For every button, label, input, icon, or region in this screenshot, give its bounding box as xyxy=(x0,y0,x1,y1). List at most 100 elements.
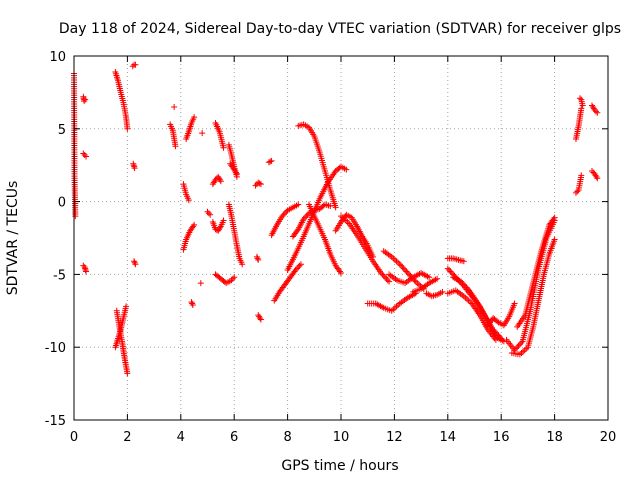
x-tick-label: 6 xyxy=(230,430,238,445)
data-point xyxy=(129,63,136,70)
data-point xyxy=(294,227,301,234)
data-point xyxy=(205,210,212,217)
data-point xyxy=(332,204,339,211)
data-segment xyxy=(572,172,585,196)
data-point xyxy=(131,258,138,265)
grid-lines xyxy=(74,56,608,420)
data-point xyxy=(490,326,497,333)
data-point xyxy=(426,274,433,281)
data-point xyxy=(403,268,410,275)
data-segment xyxy=(252,179,264,189)
data-point xyxy=(81,98,88,105)
data-segment xyxy=(199,130,206,137)
data-point xyxy=(458,278,465,285)
data-segment xyxy=(572,105,585,142)
data-point xyxy=(460,258,467,265)
data-point xyxy=(406,271,413,278)
data-point xyxy=(407,272,414,279)
data-point xyxy=(551,214,558,221)
data-point xyxy=(439,288,446,295)
data-segment xyxy=(484,300,518,329)
data-point xyxy=(572,189,579,196)
data-point xyxy=(398,262,405,269)
data-point xyxy=(338,269,344,276)
data-point xyxy=(257,315,264,322)
data-point xyxy=(217,178,224,185)
data-point xyxy=(576,95,583,102)
data-point xyxy=(574,188,581,195)
x-tick-label: 10 xyxy=(333,430,350,445)
data-point xyxy=(460,281,467,288)
data-segment xyxy=(338,213,393,285)
data-point xyxy=(80,150,87,157)
data-point xyxy=(495,332,502,339)
x-tick-label: 12 xyxy=(386,430,403,445)
data-point xyxy=(131,259,138,266)
x-tick-label: 20 xyxy=(600,430,617,445)
data-segment xyxy=(112,303,130,351)
data-segment xyxy=(209,217,227,234)
data-point xyxy=(190,223,197,230)
data-segment xyxy=(188,299,196,308)
data-segment xyxy=(514,214,558,330)
data-point xyxy=(579,102,586,109)
data-segment xyxy=(131,258,139,268)
y-tick-label: 0 xyxy=(58,196,66,211)
data-segment xyxy=(167,121,179,150)
data-point xyxy=(123,303,130,310)
data-segment xyxy=(113,307,131,377)
x-tick-label: 4 xyxy=(177,430,185,445)
data-point xyxy=(220,217,227,224)
data-point xyxy=(594,175,601,182)
data-point xyxy=(518,339,525,346)
data-point xyxy=(82,96,89,103)
data-point xyxy=(281,210,288,217)
data-point xyxy=(594,109,601,116)
data-segment xyxy=(410,275,441,295)
data-point xyxy=(254,255,261,262)
data-point xyxy=(295,201,302,208)
data-point xyxy=(279,213,286,220)
data-point xyxy=(239,261,246,268)
data-point xyxy=(336,268,343,275)
data-point xyxy=(83,153,90,160)
data-point xyxy=(81,152,88,159)
data-point xyxy=(383,275,390,282)
data-segment xyxy=(255,312,264,323)
data-segment xyxy=(295,121,339,211)
data-segment xyxy=(112,69,131,132)
data-point xyxy=(402,267,409,274)
data-segment xyxy=(271,261,304,304)
data-point xyxy=(265,159,272,166)
data-point xyxy=(551,236,558,243)
data-segment xyxy=(268,201,302,239)
data-point xyxy=(588,168,595,175)
data-segment xyxy=(212,119,227,151)
data-point xyxy=(384,277,391,284)
data-point xyxy=(197,280,204,287)
data-segment xyxy=(423,288,446,300)
data-point xyxy=(386,278,393,285)
data-point xyxy=(343,166,350,173)
data-point xyxy=(171,103,178,110)
data-point xyxy=(132,61,139,68)
data-point xyxy=(280,211,287,218)
data-point xyxy=(514,344,521,351)
data-point xyxy=(459,280,466,287)
data-point xyxy=(498,335,505,342)
y-tick-label: 5 xyxy=(58,123,66,138)
x-tick-label: 14 xyxy=(440,430,457,445)
y-tick-label: -15 xyxy=(45,414,66,429)
data-point xyxy=(191,114,198,121)
data-point xyxy=(204,208,211,215)
data-point xyxy=(303,213,310,220)
data-point xyxy=(515,342,522,349)
data-point xyxy=(283,208,290,215)
data-segment xyxy=(180,221,198,253)
data-point xyxy=(252,182,259,189)
data-segment xyxy=(183,114,198,142)
data-point xyxy=(434,275,441,282)
data-segment xyxy=(576,95,586,109)
data-segment xyxy=(380,248,427,292)
